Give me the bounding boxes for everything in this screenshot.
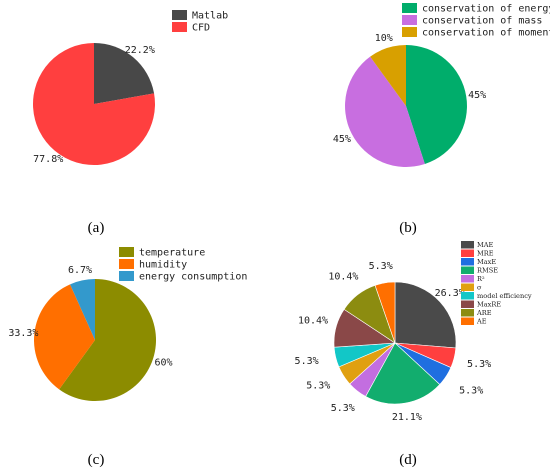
panel-d-pct-mae: 26.3% <box>435 288 465 299</box>
panel-d-pct-are: 10.4% <box>328 272 358 283</box>
panel-d-legend-swatch-mre <box>461 249 474 257</box>
panel-d-legend-label-maxe: MaxE <box>477 258 496 266</box>
panel-b-slice-conservation-of-energy <box>406 45 467 165</box>
panel-d-legend-swatch-rmse <box>461 266 474 274</box>
panel-d-legend-label-mre: MRE <box>477 250 494 258</box>
panel-d-pct-maxre: 10.4% <box>298 316 328 327</box>
panel-d-legend-label-mae: MAE <box>477 241 494 249</box>
panel-d-legend-swatch-mae <box>461 241 474 249</box>
panel-d-legend-label-model-efficiency: model efficiency <box>477 292 532 300</box>
panel-b: 45%45%10% conservation of energyconserva… <box>333 3 550 236</box>
panel-d-legend-swatch-model-efficiency <box>461 292 474 300</box>
panel-b-legend-swatch-conservation-of-momentum <box>402 27 417 37</box>
panel-b-slice-conservation-of-momentum <box>370 45 406 106</box>
panel-a-pct-cfd: 77.8% <box>33 154 63 165</box>
panel-d-legend-swatch-ae <box>461 317 474 325</box>
panel-c-slice-humidity <box>34 284 95 390</box>
panel-c-pct-energy-consumption: 6.7% <box>68 265 92 276</box>
panel-d-legend-label-ae: AE <box>476 318 487 326</box>
panel-c-slice-temperature <box>59 279 157 401</box>
panel-d-pct-ae: 5.3% <box>369 261 393 272</box>
panel-d-caption: (d) <box>399 452 417 468</box>
panel-c-pct-humidity: 33.3% <box>8 328 38 339</box>
panel-d-legend-swatch-maxe <box>461 258 474 266</box>
panel-a-slice-cfd <box>33 43 156 165</box>
panel-d-pct-maxe: 5.3% <box>459 385 483 396</box>
panel-c-legend-swatch-humidity <box>119 259 134 269</box>
panel-d: 26.3%5.3%5.3%21.1%5.3%5.3%5.3%10.4%10.4%… <box>295 241 532 468</box>
panel-d-legend-label-maxre: MaxRE <box>477 301 501 309</box>
panel-a-pct-matlab: 22.2% <box>125 45 155 56</box>
panel-b-legend-label-conservation-of-momentum: conservation of momentum <box>422 28 550 39</box>
panel-d-pct-mre: 5.3% <box>467 359 491 370</box>
panel-b-legend-swatch-conservation-of-mass <box>402 15 417 25</box>
panel-b-legend-label-conservation-of-mass: conservation of mass <box>422 16 542 27</box>
panel-c-caption: (c) <box>88 452 105 468</box>
panel-c-pie: 60% 33.3% 6.7% <box>8 265 173 401</box>
panel-d-legend-label-r2: R² <box>477 275 485 283</box>
panel-d-legend-swatch-r2 <box>461 275 474 283</box>
panel-d-pct-model-efficiency: 5.3% <box>295 356 319 367</box>
panel-a-legend-swatch-cfd <box>172 22 187 32</box>
panel-b-pie: 45% 45% 10% <box>333 33 486 167</box>
panel-b-pct-conservation-of-mass: 45% <box>333 134 351 145</box>
panel-a-slice-matlab <box>94 43 155 104</box>
panel-d-pie: 26.3%5.3%5.3%21.1%5.3%5.3%5.3%10.4%10.4%… <box>295 261 492 423</box>
panel-a-legend-label-matlab: Matlab <box>192 11 228 22</box>
panel-c-legend-swatch-energy-consumption <box>119 271 134 281</box>
panel-c-legend-label-energy-consumption: energy consumption <box>139 272 247 283</box>
panel-d-slice-rmse <box>365 342 441 405</box>
panel-d-pct-sigma: 5.3% <box>306 381 330 392</box>
panel-d-legend-swatch-are <box>461 309 474 317</box>
panel-b-pct-conservation-of-energy: 45% <box>468 90 486 101</box>
panel-b-legend-label-conservation-of-energy: conservation of energy <box>422 4 550 15</box>
panel-d-slice-ae <box>374 281 396 344</box>
panel-b-pct-conservation-of-momentum: 10% <box>375 33 393 44</box>
panel-b-legend-swatch-conservation-of-energy <box>402 3 417 13</box>
panel-b-caption: (b) <box>399 220 417 236</box>
panel-c-slice-energy-consumption <box>70 279 95 340</box>
panel-a-legend-label-cfd: CFD <box>192 23 210 34</box>
panel-d-pct-rmse: 21.1% <box>392 412 422 423</box>
panel-d-legend-label-are: ARE <box>476 309 492 317</box>
panel-d-legend-label-sigma: σ <box>477 284 482 292</box>
panel-d-legend-swatch-sigma <box>461 283 474 291</box>
panel-c-legend-label-humidity: humidity <box>139 260 187 271</box>
panel-d-legend-swatch-maxre <box>461 300 474 308</box>
panel-a-pie: 22.2% 77.8% <box>33 43 156 165</box>
panel-c-pct-temperature: 60% <box>154 358 172 369</box>
panel-d-legend-label-rmse: RMSE <box>477 267 498 275</box>
panel-d-pct-r2: 5.3% <box>331 403 355 414</box>
panel-d-slice-mae <box>394 281 457 349</box>
panel-c-legend-swatch-temperature <box>119 247 134 257</box>
panel-a-caption: (a) <box>88 220 105 236</box>
panel-a-legend-swatch-matlab <box>172 10 187 20</box>
panel-b-slice-conservation-of-mass <box>345 56 425 167</box>
panel-c-legend-label-temperature: temperature <box>139 248 205 259</box>
